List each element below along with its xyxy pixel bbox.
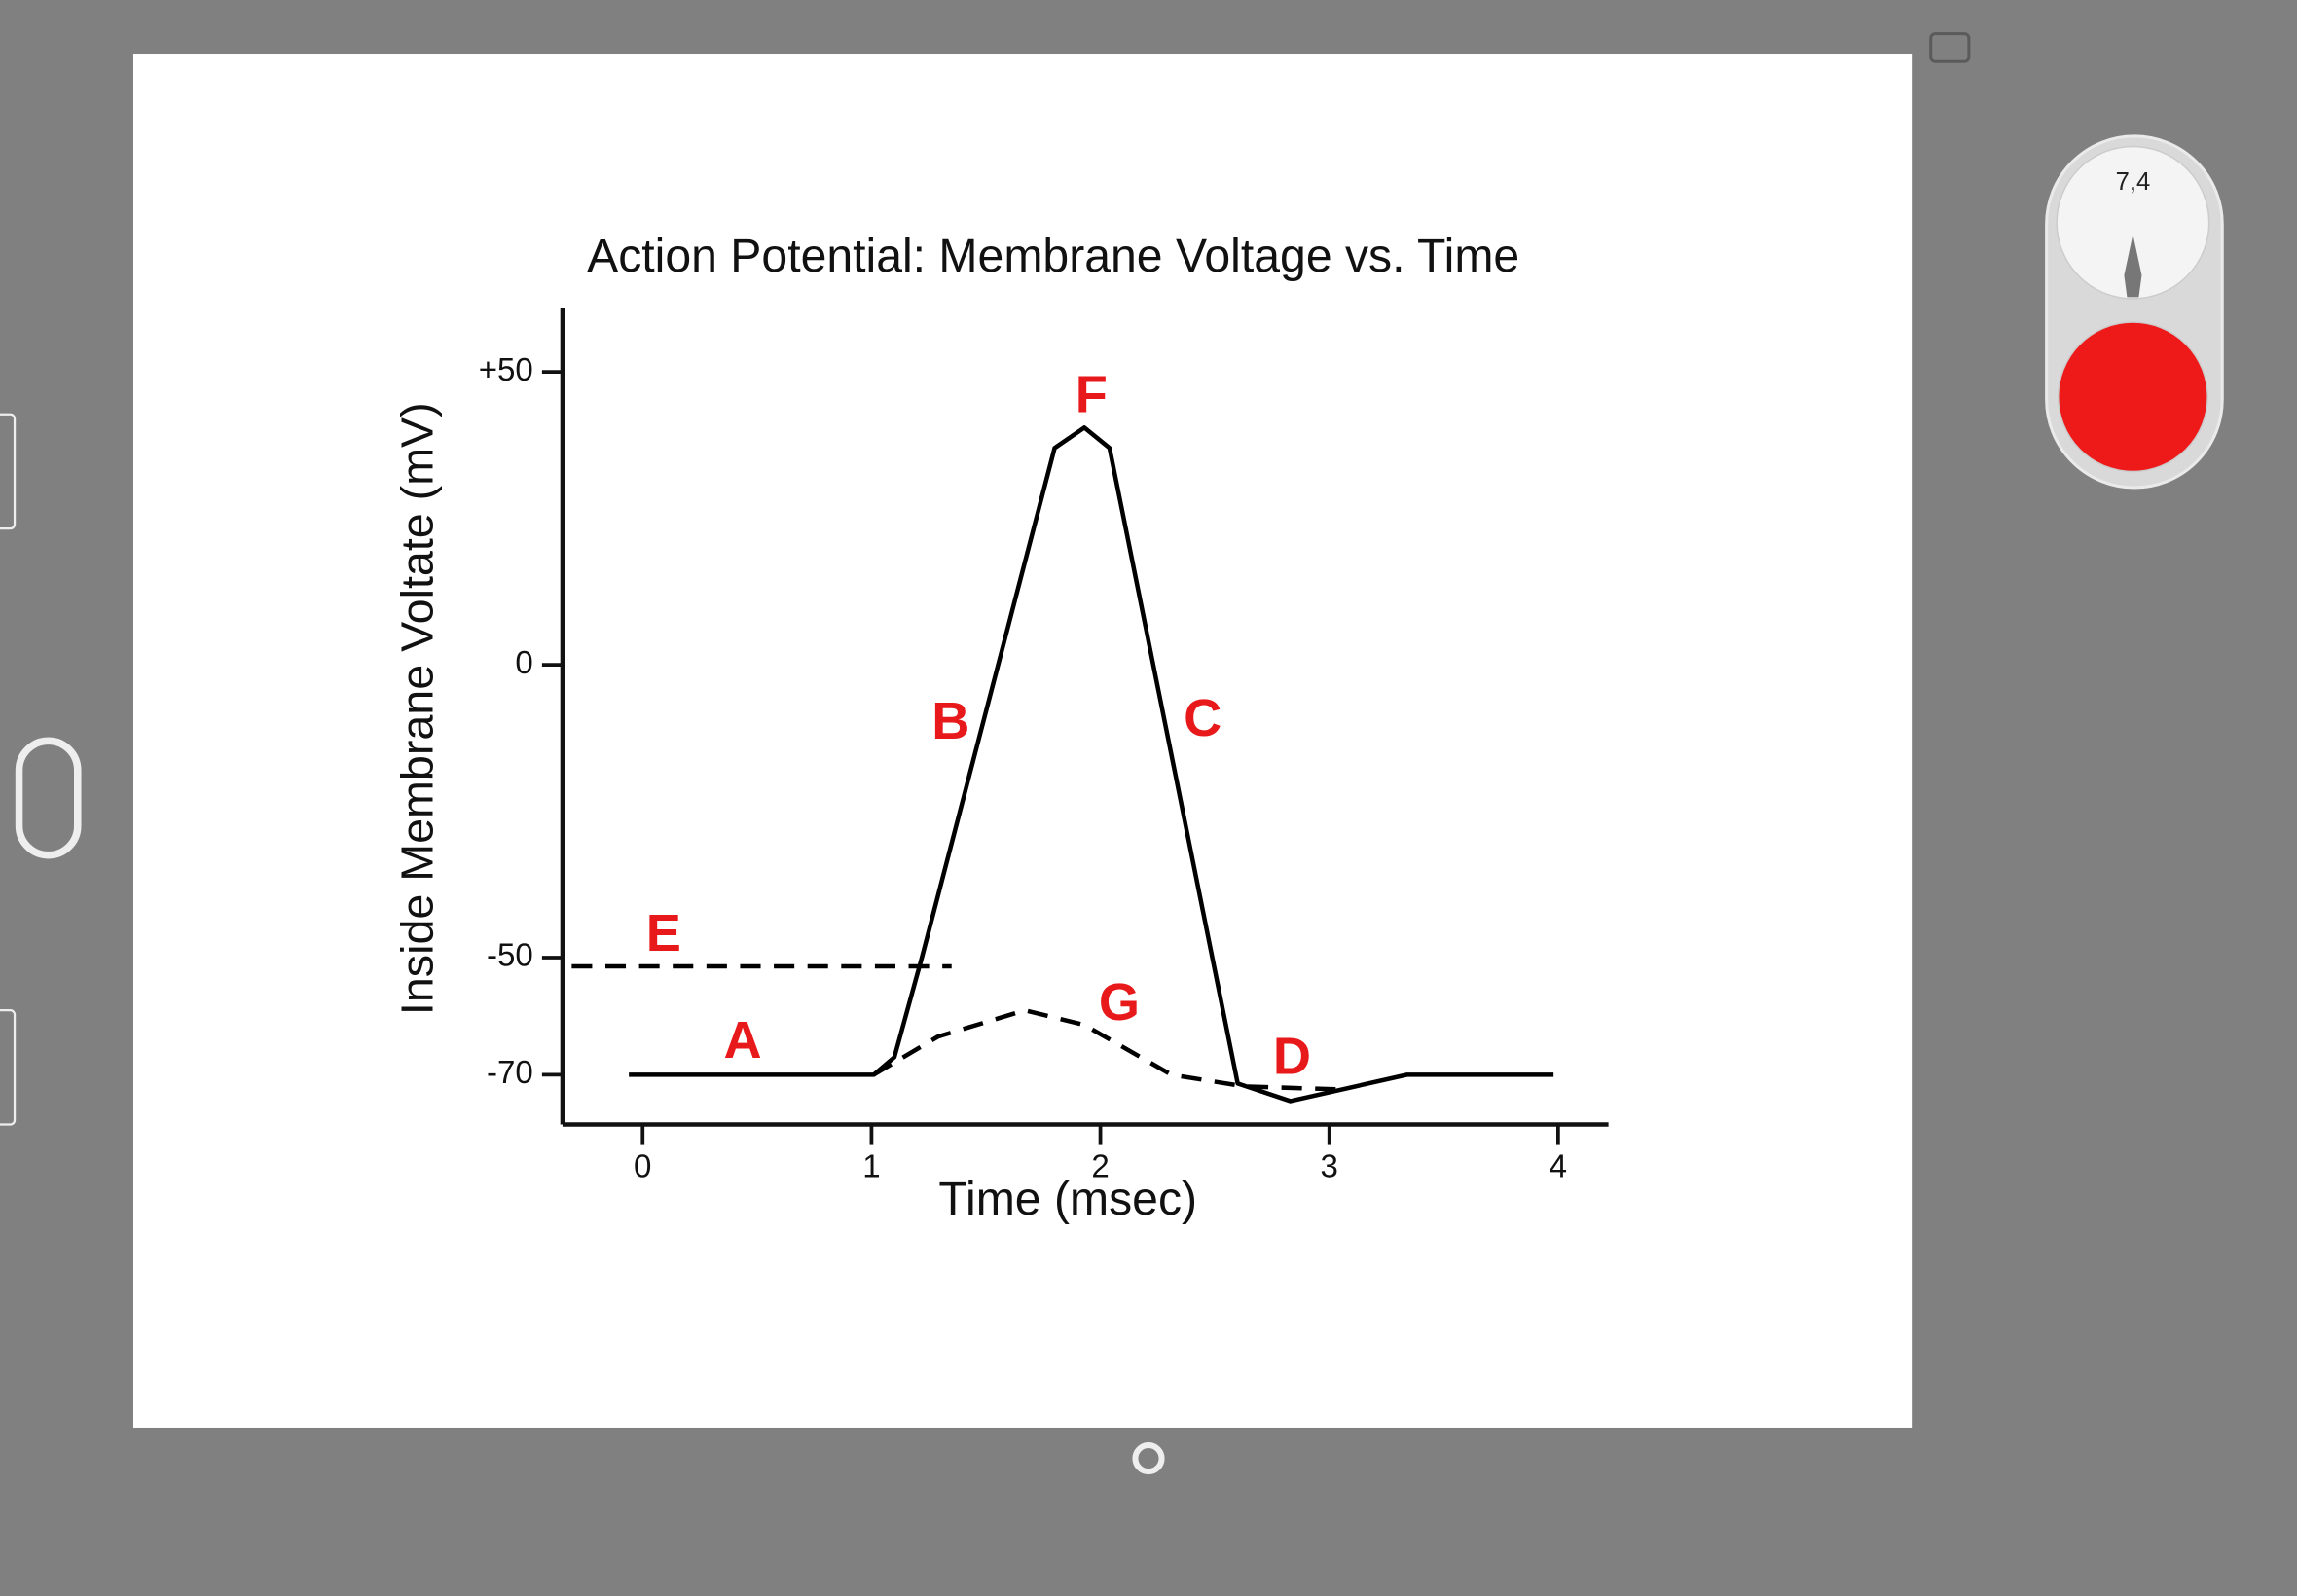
x-tick-label: 2 — [1091, 1148, 1109, 1184]
document-page — [132, 54, 1913, 1428]
x-tick-label: 1 — [862, 1148, 880, 1184]
x-tick-label: 3 — [1321, 1148, 1338, 1184]
annotation: A — [724, 1011, 762, 1070]
pen-size-label: 7,4 — [2116, 168, 2151, 196]
series-line — [872, 1007, 1341, 1092]
chart-title: Action Potential: Membrane Voltage vs. T… — [587, 230, 1519, 282]
pen-size-button[interactable] — [2056, 145, 2210, 300]
left-tab[interactable] — [0, 1009, 17, 1126]
color-button[interactable] — [2057, 321, 2208, 473]
annotation: B — [931, 692, 969, 750]
annotation: D — [1273, 1028, 1311, 1086]
pen-panel: 7,4 — [2045, 134, 2224, 490]
rotate-icon — [1132, 1442, 1165, 1475]
x-tick-label: 0 — [634, 1148, 651, 1184]
annotation: F — [1076, 366, 1108, 424]
left-tab[interactable] — [0, 413, 17, 530]
annotation: G — [1099, 973, 1140, 1032]
fullscreen-icon — [1929, 32, 1971, 63]
y-tick-label: -50 — [487, 938, 533, 974]
series-line — [629, 425, 1554, 1104]
y-tick-label: -70 — [487, 1055, 533, 1091]
fullscreen-button[interactable] — [1929, 32, 1971, 63]
x-tick-label: 4 — [1550, 1148, 1567, 1184]
annotation: C — [1184, 689, 1221, 747]
annotation: E — [646, 904, 681, 962]
y-tick-label: +50 — [479, 352, 533, 388]
rotate-button[interactable] — [1132, 1442, 1165, 1475]
y-tick-label: 0 — [515, 645, 532, 681]
handle-icon[interactable] — [15, 737, 82, 859]
pen-icon — [2124, 234, 2142, 298]
y-axis-label: Inside Membrane Voltate (mV) — [391, 402, 442, 1015]
x-axis-label: Time (msec) — [938, 1173, 1197, 1225]
